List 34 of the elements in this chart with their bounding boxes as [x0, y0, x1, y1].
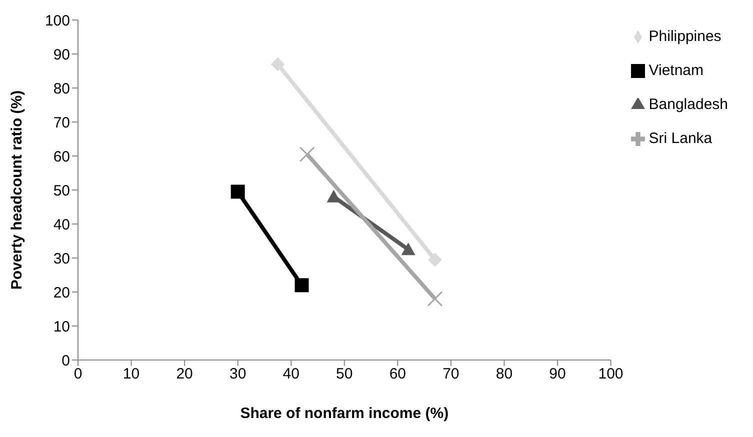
x-tick-label: 100	[598, 366, 624, 383]
x-tick-label: 80	[496, 366, 513, 383]
y-tick-label: 70	[53, 114, 70, 132]
legend-label: Philippines	[648, 28, 722, 45]
y-tick-label: 0	[62, 352, 70, 370]
y-tick-label: 10	[53, 318, 70, 336]
y-tick-label: 60	[53, 148, 70, 166]
x-tick-label: 0	[74, 366, 82, 383]
y-tick-label: 90	[53, 46, 70, 64]
y-tick-label: 30	[53, 250, 70, 268]
x-tick-label: 70	[442, 366, 460, 383]
x-tick-label: 90	[549, 366, 566, 383]
x-tick-label: 50	[336, 366, 353, 383]
legend-label: Sri Lanka	[648, 130, 712, 147]
x-tick-label: 10	[122, 366, 140, 383]
point	[428, 252, 442, 267]
point	[427, 291, 443, 307]
point	[230, 184, 245, 199]
legend-label: Bangladesh	[648, 96, 728, 113]
y-tick-label: 50	[53, 182, 70, 200]
point	[299, 146, 315, 162]
x-tick-label: 40	[282, 366, 300, 383]
x-tick-label: 20	[176, 366, 193, 383]
x-axis-title: Share of nonfarm income (%)	[240, 405, 449, 422]
y-tick-label: 80	[53, 80, 70, 98]
x-tick-label: 60	[389, 366, 406, 383]
x-tick-label: 30	[229, 366, 246, 383]
y-tick-label: 20	[53, 284, 70, 302]
point	[270, 57, 285, 72]
legend-label: Vietnam	[648, 62, 704, 79]
y-tick-label: 40	[53, 216, 70, 234]
y-tick-label: 100	[44, 12, 70, 30]
point	[294, 278, 309, 292]
y-axis-title: Poverty headcount ratio (%)	[8, 90, 26, 290]
